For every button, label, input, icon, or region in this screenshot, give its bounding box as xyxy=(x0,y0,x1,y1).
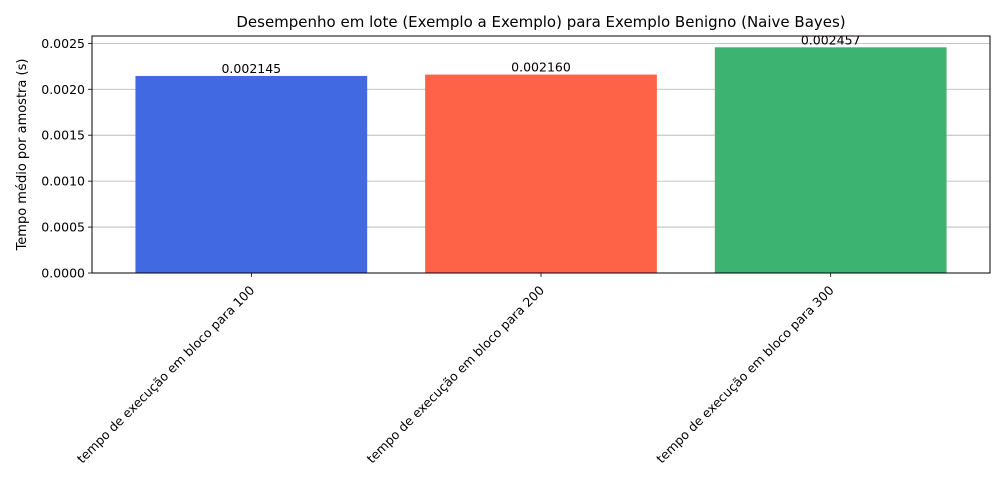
bar-value-label: 0.002457 xyxy=(801,32,861,47)
x-tick-label: tempo de execução em bloco para 200 xyxy=(364,282,548,466)
x-tick-label: tempo de execução em bloco para 100 xyxy=(74,282,258,466)
bar xyxy=(425,74,657,274)
chart-title: Desempenho em lote (Exemplo a Exemplo) p… xyxy=(236,13,845,31)
bar-value-label: 0.002160 xyxy=(511,60,571,75)
y-tick-label: 0.0025 xyxy=(41,36,85,51)
y-tick-label: 0.0010 xyxy=(41,174,85,189)
bar xyxy=(135,75,368,273)
y-tick-label: 0.0000 xyxy=(41,266,85,281)
y-tick-label: 0.0015 xyxy=(41,128,85,143)
plot-frame xyxy=(91,35,991,274)
y-axis-label: Tempo médio por amostra (s) xyxy=(15,59,30,252)
bar xyxy=(714,47,947,274)
bars xyxy=(135,47,947,274)
y-tick-label: 0.0020 xyxy=(41,82,85,97)
y-tick-label: 0.0005 xyxy=(41,220,85,235)
bar-value-label: 0.002145 xyxy=(221,61,281,76)
x-tick-label: tempo de execução em bloco para 300 xyxy=(653,282,837,466)
